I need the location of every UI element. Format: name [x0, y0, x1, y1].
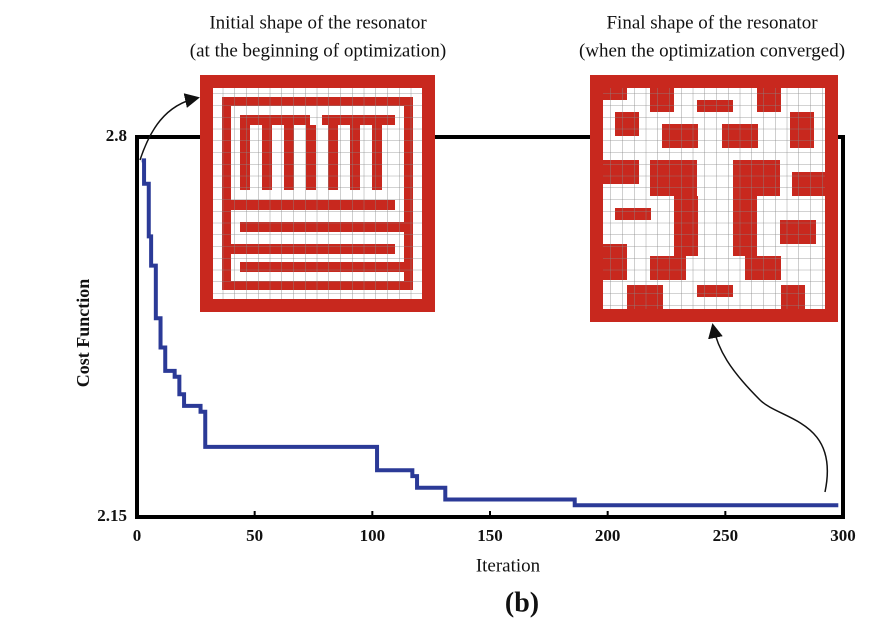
- x-tick-label: 250: [713, 526, 739, 545]
- final-shape-inset: [590, 75, 838, 322]
- annotation: Initial shape of the resonator: [209, 12, 427, 33]
- y-axis-label: Cost Function: [73, 279, 93, 388]
- y-tick-label: 2.15: [97, 506, 127, 525]
- initial-shape-inset: [200, 75, 435, 312]
- annotation: (at the beginning of optimization): [190, 40, 446, 61]
- x-tick-label: 150: [477, 526, 503, 545]
- x-tick-label: 200: [595, 526, 621, 545]
- axes-frame: [135, 135, 845, 519]
- x-tick-label: 300: [830, 526, 856, 545]
- cost-line: [141, 158, 839, 508]
- annotation: (when the optimization converged): [579, 40, 845, 61]
- arrow: [139, 93, 200, 161]
- y-tick-label: 2.8: [106, 126, 127, 145]
- x-tick-label: 50: [246, 526, 263, 545]
- arrow: [708, 323, 828, 493]
- x-axis-label: Iteration: [476, 555, 541, 576]
- x-tick-label: 100: [360, 526, 386, 545]
- x-tick-label: 0: [133, 526, 142, 545]
- annotation: Final shape of the resonator: [606, 12, 818, 33]
- caption: (b): [505, 587, 539, 618]
